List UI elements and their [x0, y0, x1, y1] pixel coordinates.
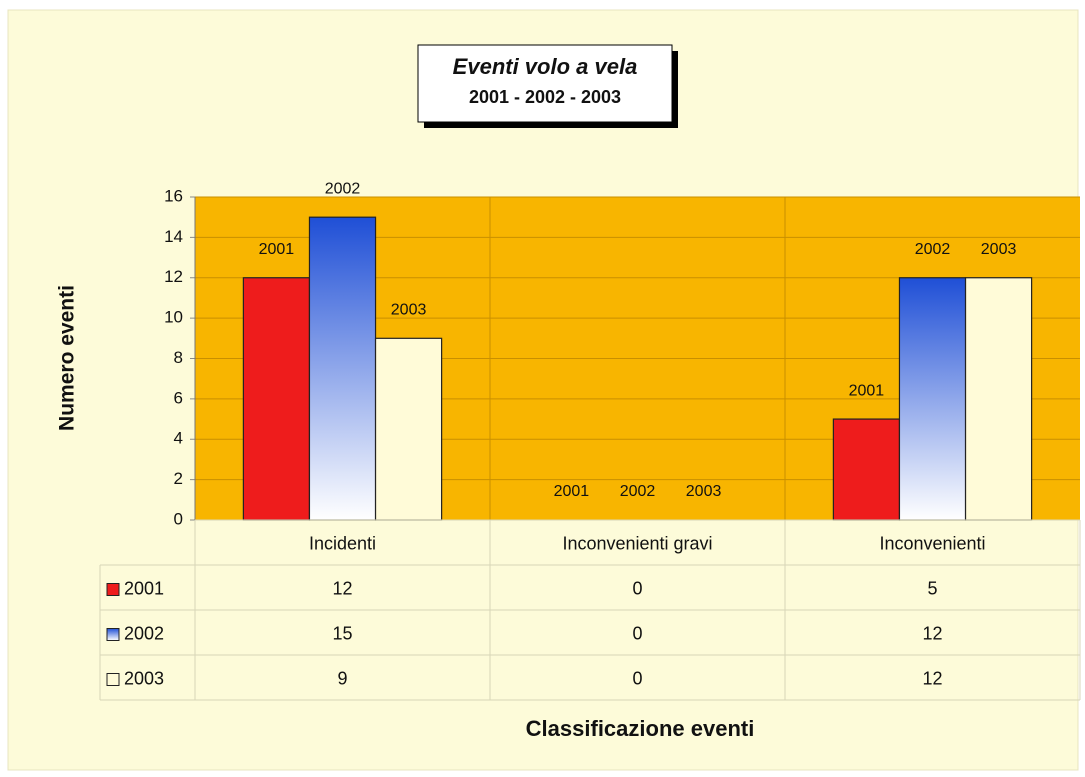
data-label: 2001: [259, 241, 295, 258]
bar: [242, 277, 311, 521]
y-axis-title: Numero eventi: [56, 285, 79, 431]
bar: [308, 216, 377, 521]
table-value: 12: [922, 623, 942, 643]
x-tick-label: Inconvenienti: [879, 533, 985, 553]
data-label: 2002: [325, 180, 361, 197]
data-label: 2003: [391, 302, 427, 319]
table-value: 0: [632, 623, 642, 643]
chart-subtitle: 2001 - 2002 - 2003: [469, 87, 621, 107]
table-value: 12: [332, 578, 352, 598]
legend-label: 2003: [124, 668, 164, 688]
legend-label: 2001: [124, 578, 164, 598]
bar: [374, 337, 443, 521]
legend-key: [106, 628, 120, 641]
x-tick-label: Incidenti: [309, 533, 376, 553]
data-label: 2002: [620, 483, 656, 500]
y-tick-label: 2: [174, 469, 183, 488]
bar: [898, 277, 967, 521]
bar: [964, 277, 1033, 521]
table-value: 0: [632, 578, 642, 598]
bar: [832, 418, 901, 521]
data-label: 2003: [981, 241, 1017, 258]
table-value: 15: [332, 623, 352, 643]
data-label: 2001: [849, 382, 885, 399]
legend-key: [106, 673, 120, 686]
y-tick-label: 16: [164, 186, 183, 205]
y-tick-label: 8: [174, 348, 183, 367]
y-tick-label: 12: [164, 267, 183, 286]
chart-title: Eventi volo a vela: [453, 54, 638, 79]
data-label: 2002: [915, 241, 951, 258]
legend-key: [106, 583, 120, 596]
y-tick-label: 4: [174, 429, 183, 448]
x-axis-title: Classificazione eventi: [526, 716, 755, 741]
title-box: [417, 44, 673, 123]
data-label: 2001: [554, 483, 590, 500]
data-label: 2003: [686, 483, 722, 500]
table-value: 0: [632, 668, 642, 688]
table-value: 12: [922, 668, 942, 688]
y-tick-label: 6: [174, 388, 183, 407]
legend-label: 2002: [124, 623, 164, 643]
x-tick-label: Inconvenienti gravi: [562, 533, 712, 553]
table-value: 9: [337, 668, 347, 688]
table-value: 5: [927, 578, 937, 598]
y-tick-label: 14: [164, 227, 183, 246]
y-tick-label: 10: [164, 308, 183, 327]
y-tick-label: 0: [174, 509, 183, 528]
